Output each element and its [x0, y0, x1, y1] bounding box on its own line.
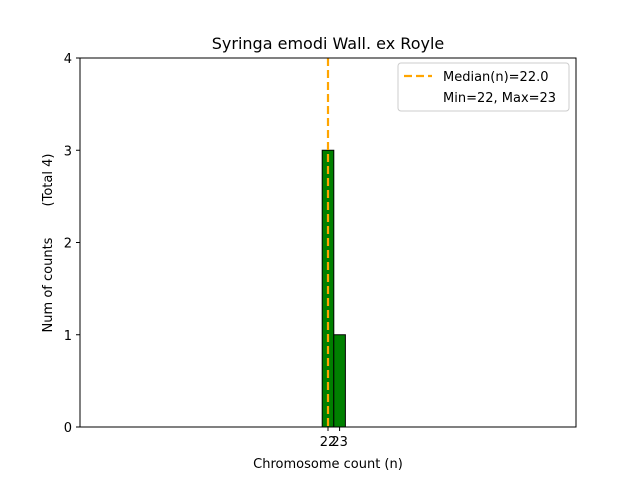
y-tick-label: 4	[64, 52, 72, 67]
chart-title: Syringa emodi Wall. ex Royle	[212, 34, 444, 53]
y-tick-label: 2	[64, 237, 72, 252]
x-axis-label: Chromosome count (n)	[253, 457, 403, 472]
y-tick-label: 3	[64, 144, 72, 159]
legend-box	[397, 62, 570, 112]
y-axis-ticks: 0 1 2 3 4	[64, 52, 80, 436]
x-tick-label: 23	[331, 435, 348, 450]
bar-23	[333, 334, 346, 428]
y-tick-label: 0	[64, 421, 72, 436]
legend: Median(n)=22.0 Min=22, Max=23	[397, 62, 570, 112]
x-tick-label: 22	[320, 435, 337, 450]
legend-median-label: Median(n)=22.0	[443, 70, 549, 85]
y-tick-label: 1	[64, 329, 72, 344]
y-axis-label: Num of counts	[41, 237, 56, 332]
y-axis-label-note: (Total 4)	[41, 154, 56, 207]
legend-minmax-label: Min=22, Max=23	[443, 91, 556, 106]
